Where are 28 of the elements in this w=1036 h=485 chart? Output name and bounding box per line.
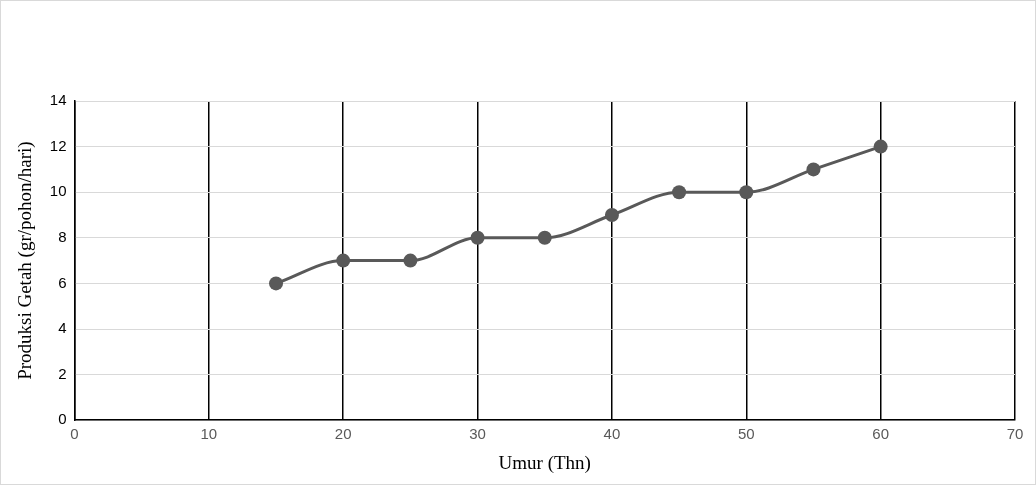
x-tick-label: 40 <box>603 425 621 443</box>
point <box>470 230 485 245</box>
point <box>739 185 754 200</box>
x-tick-label: 30 <box>469 425 486 443</box>
point <box>269 276 284 291</box>
x-tick-label: 60 <box>872 425 889 443</box>
x-tick-label: 0 <box>70 425 79 443</box>
point <box>537 230 552 245</box>
y-tick-label: 4 <box>58 319 67 337</box>
point <box>336 253 351 268</box>
y-tick-label: 14 <box>49 91 67 109</box>
y-tick-label: 10 <box>49 182 67 200</box>
y-tick-label: 6 <box>58 273 67 291</box>
x-tick-label: 50 <box>737 425 755 443</box>
x-tick-label: 70 <box>1006 425 1024 443</box>
x-tick-label: 20 <box>334 425 352 443</box>
x-tick-label: 10 <box>200 425 218 443</box>
y-tick-label: 8 <box>58 227 67 245</box>
point <box>604 208 619 222</box>
y-tick-label: 12 <box>49 136 67 154</box>
point <box>806 162 821 177</box>
y-axis-title: Produksi Getah (gr/pohon/hari) <box>14 141 37 380</box>
point <box>873 139 888 154</box>
point <box>403 253 418 268</box>
x-axis-title: Umur (Thn) <box>498 451 591 474</box>
y-tick-label: 0 <box>58 410 67 428</box>
point <box>672 185 687 200</box>
y-tick-label: 2 <box>58 364 67 382</box>
